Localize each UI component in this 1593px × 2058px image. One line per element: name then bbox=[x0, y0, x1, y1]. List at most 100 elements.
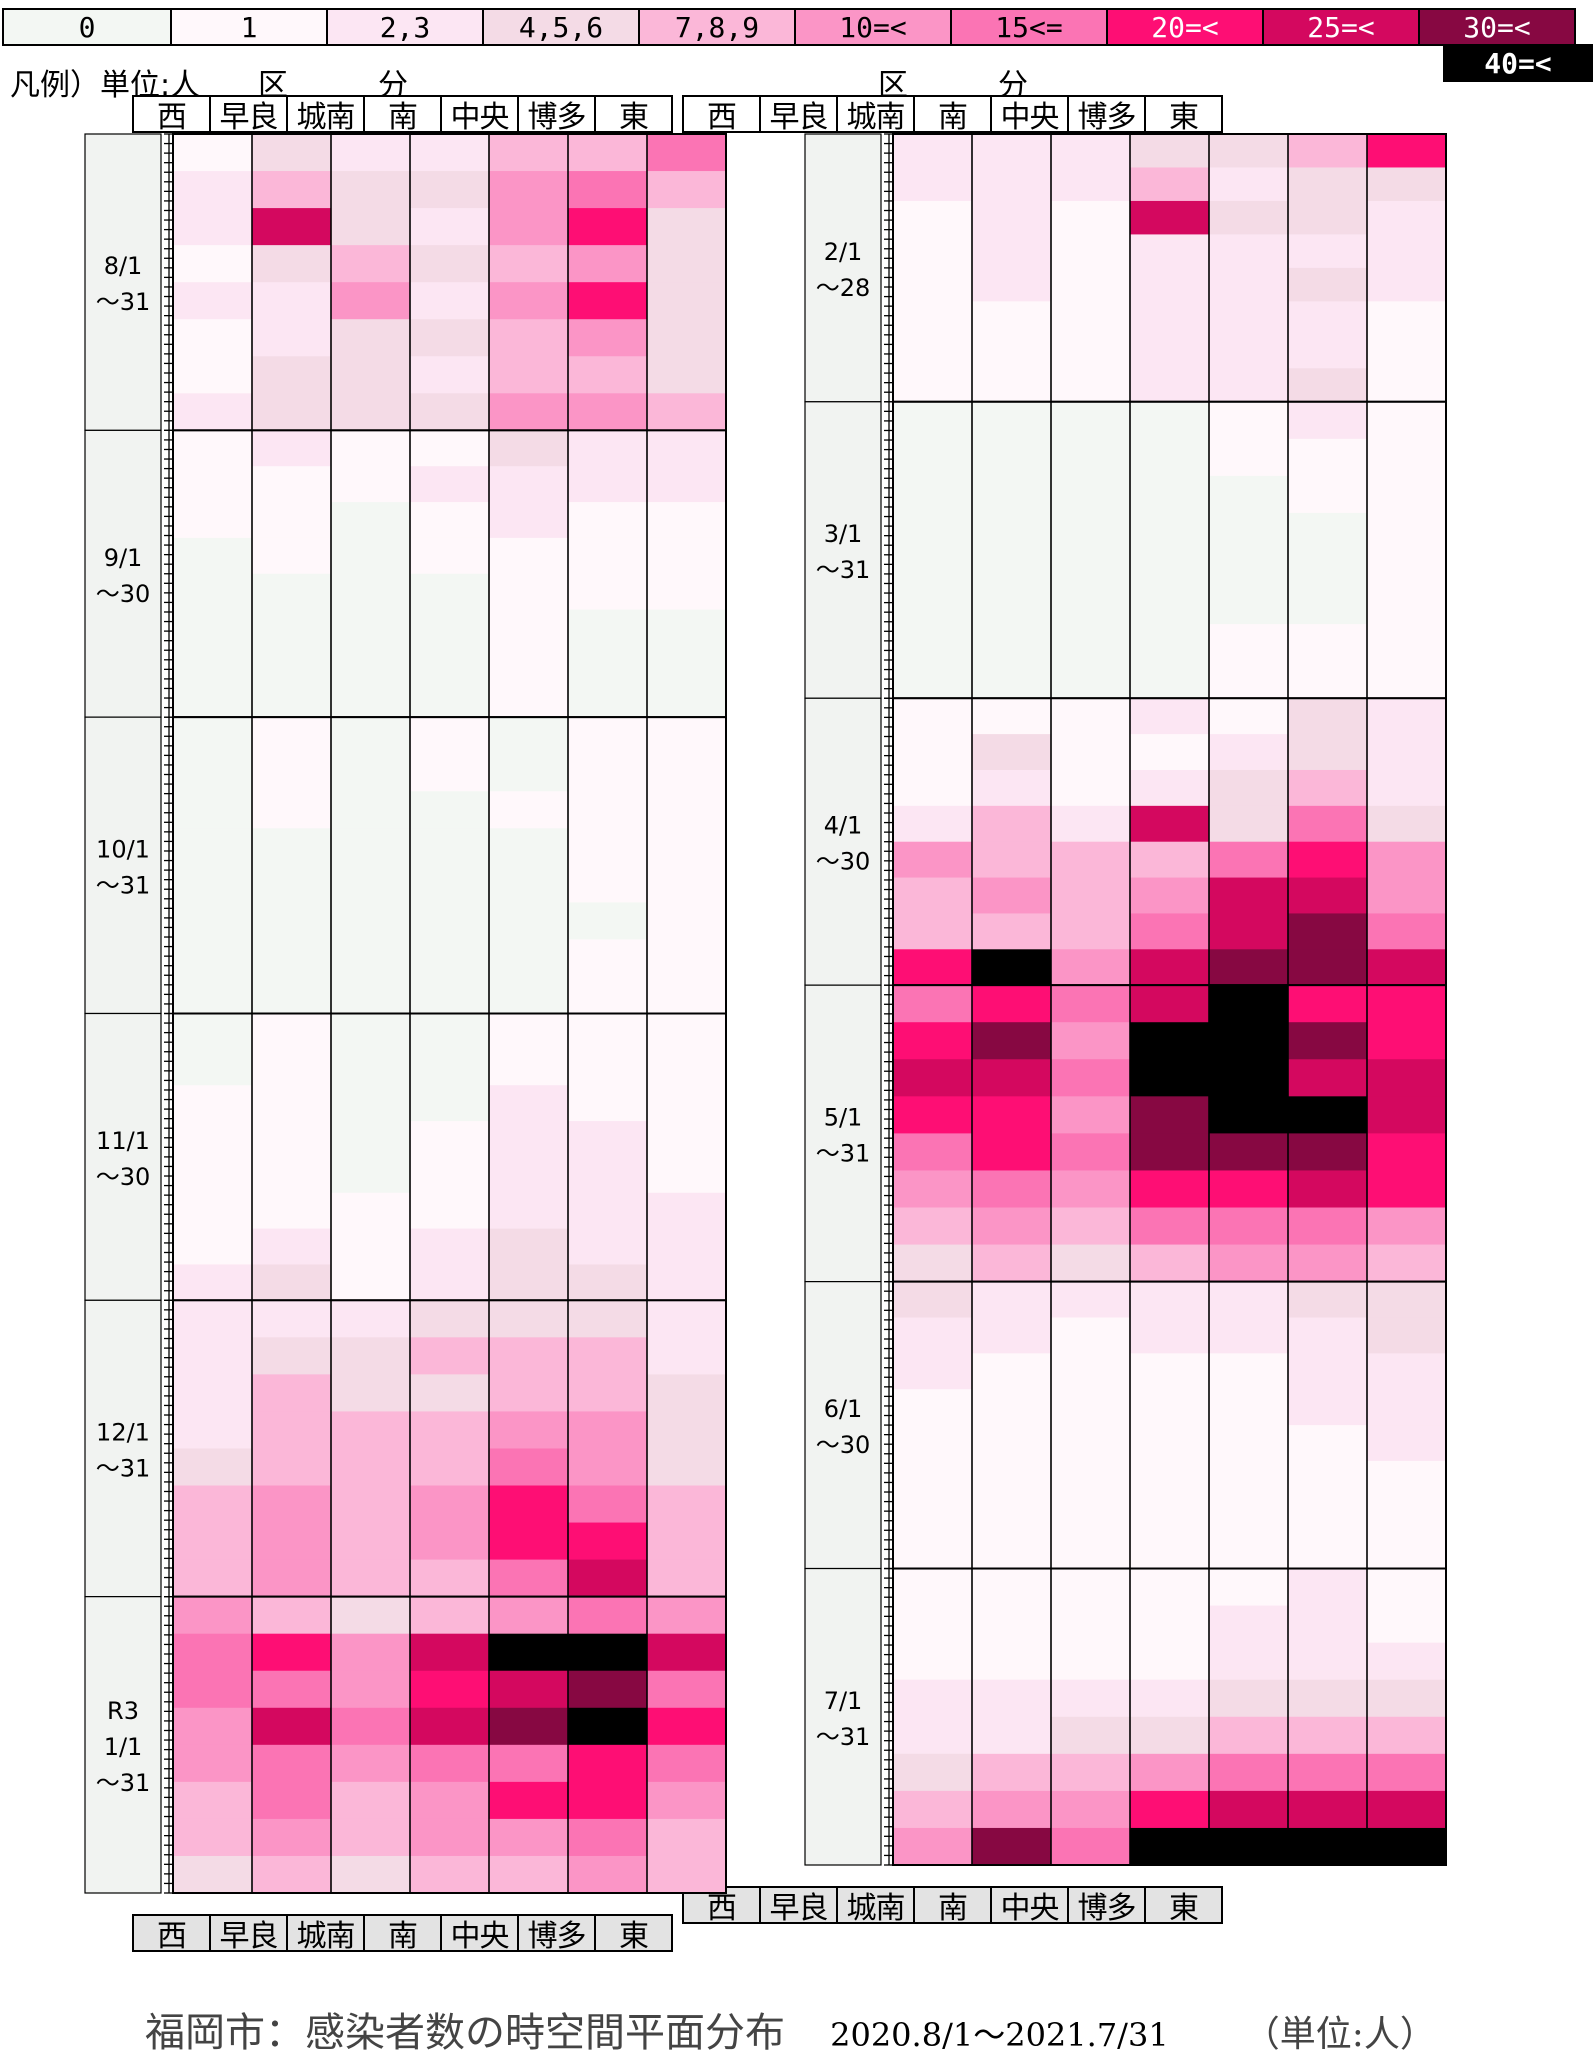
month-label-box-0 bbox=[84, 133, 162, 431]
heat-cell bbox=[972, 1096, 1051, 1134]
heat-cell bbox=[568, 1192, 647, 1230]
heat-cell bbox=[1288, 475, 1367, 514]
heat-cell bbox=[647, 1559, 726, 1598]
month-label-11-0: 7/1 bbox=[824, 1687, 863, 1715]
heat-cell bbox=[972, 334, 1051, 369]
heat-cell bbox=[252, 1596, 331, 1635]
heat-cell bbox=[1367, 1460, 1446, 1498]
heat-cell bbox=[489, 1522, 568, 1561]
heat-cell bbox=[173, 573, 252, 611]
heat-cell bbox=[893, 167, 972, 202]
heat-cell bbox=[647, 573, 726, 611]
heat-cell bbox=[1288, 1353, 1367, 1390]
heat-cell bbox=[331, 245, 410, 283]
month-label-box-3 bbox=[84, 1012, 162, 1301]
heat-cell bbox=[1130, 401, 1209, 440]
heat-cell bbox=[1051, 841, 1130, 879]
heat-cell bbox=[489, 1744, 568, 1783]
heat-cell bbox=[893, 1716, 972, 1755]
heat-cell bbox=[647, 1522, 726, 1561]
heat-cell bbox=[893, 587, 972, 625]
heat-cell bbox=[489, 1818, 568, 1857]
heat-cell bbox=[173, 1448, 252, 1487]
heat-cell bbox=[173, 1522, 252, 1561]
heat-cell bbox=[1209, 624, 1288, 662]
heat-cell bbox=[893, 1059, 972, 1097]
heat-cell bbox=[1367, 1827, 1446, 1866]
heat-cell bbox=[489, 1085, 568, 1122]
heat-cell bbox=[1130, 1496, 1209, 1534]
heat-cell bbox=[410, 134, 489, 172]
heat-cell bbox=[1367, 1281, 1446, 1319]
heat-cell bbox=[489, 645, 568, 682]
heat-cell bbox=[893, 1753, 972, 1792]
heat-cell bbox=[1209, 769, 1288, 807]
heat-cell bbox=[568, 902, 647, 941]
heat-cell bbox=[568, 681, 647, 718]
heat-cell bbox=[1051, 301, 1130, 336]
heat-cell bbox=[252, 717, 331, 755]
heat-cell bbox=[331, 1855, 410, 1894]
heat-cell bbox=[893, 877, 972, 915]
heat-cell bbox=[1130, 301, 1209, 336]
heat-cell bbox=[489, 1264, 568, 1301]
heat-cell bbox=[972, 1281, 1051, 1319]
heat-cell bbox=[568, 1744, 647, 1783]
heat-cell bbox=[1209, 1022, 1288, 1060]
heat-cell bbox=[1209, 401, 1288, 440]
heat-cell bbox=[489, 828, 568, 866]
heat-cell bbox=[1051, 1244, 1130, 1283]
district-header-6: 東 bbox=[594, 95, 673, 135]
heat-cell bbox=[1051, 167, 1130, 202]
district-header-3: 南 bbox=[363, 95, 442, 135]
heat-cell bbox=[893, 1642, 972, 1681]
heat-cell bbox=[972, 1353, 1051, 1390]
heat-cell bbox=[410, 1818, 489, 1857]
heat-cell bbox=[1130, 877, 1209, 915]
heat-cell bbox=[1367, 334, 1446, 369]
heat-cell bbox=[489, 430, 568, 467]
heat-cell bbox=[972, 985, 1051, 1023]
heat-cell bbox=[1367, 1642, 1446, 1681]
heat-cell bbox=[252, 1485, 331, 1524]
heat-cell bbox=[1367, 877, 1446, 915]
heat-cell bbox=[173, 1013, 252, 1050]
heat-cell bbox=[1051, 475, 1130, 514]
heat-cell bbox=[1209, 985, 1288, 1023]
heat-cell bbox=[568, 282, 647, 320]
heat-cell bbox=[1130, 1353, 1209, 1390]
month-label-0-0: 8/1 bbox=[104, 252, 143, 280]
heat-cell bbox=[1130, 1605, 1209, 1644]
heat-cell bbox=[1288, 1496, 1367, 1534]
heat-cell bbox=[1288, 167, 1367, 202]
heat-cell bbox=[972, 1022, 1051, 1060]
heat-cell bbox=[1051, 698, 1130, 735]
heat-cell bbox=[972, 949, 1051, 986]
district-header-5: 博多 bbox=[517, 95, 596, 135]
heat-cell bbox=[331, 754, 410, 792]
heat-cell bbox=[893, 1460, 972, 1498]
heat-cell bbox=[893, 1496, 972, 1534]
heat-cell bbox=[489, 754, 568, 792]
heat-cell bbox=[568, 1049, 647, 1086]
heat-cell bbox=[173, 537, 252, 575]
heat-cell bbox=[972, 267, 1051, 302]
heat-cell bbox=[1288, 401, 1367, 440]
heat-cell bbox=[893, 1317, 972, 1354]
month-label-7-1: ～31 bbox=[816, 556, 871, 584]
heat-cell bbox=[252, 1300, 331, 1338]
heat-cell bbox=[972, 1460, 1051, 1498]
heat-cell bbox=[1367, 475, 1446, 514]
heat-cell bbox=[1130, 985, 1209, 1023]
heat-cell bbox=[1367, 1425, 1446, 1462]
heat-cell bbox=[173, 1156, 252, 1194]
heat-cell bbox=[568, 828, 647, 866]
heat-cell bbox=[1288, 267, 1367, 302]
heat-cell bbox=[1367, 1207, 1446, 1246]
heat-cell bbox=[331, 319, 410, 357]
heat-cell bbox=[489, 1156, 568, 1194]
heat-cell bbox=[410, 1744, 489, 1783]
heat-cell bbox=[1051, 1317, 1130, 1354]
heat-cell bbox=[1130, 1389, 1209, 1426]
heat-cell bbox=[1209, 1790, 1288, 1829]
